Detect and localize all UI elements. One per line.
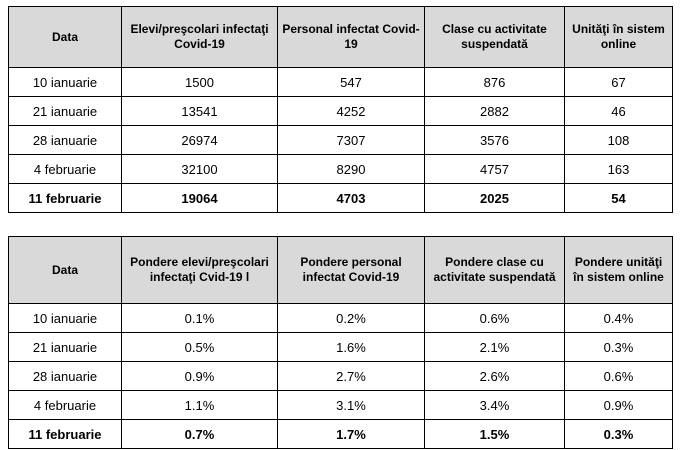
table-row-latest: 11 februarie 0.7% 1.7% 1.5% 0.3% (8, 419, 673, 449)
cell-staff: 2.7% (277, 361, 425, 391)
header-students-infected: Elevi/preşcolari infectaţi Covid-19 (121, 6, 278, 68)
cell-students: 0.5% (121, 332, 278, 362)
header-classes-suspended: Clase cu activitate suspendată (424, 6, 565, 68)
cell-date: 28 ianuarie (8, 125, 122, 155)
cell-date: 4 februarie (8, 390, 122, 420)
table-row: 21 ianuarie 13541 4252 2882 46 (8, 96, 673, 126)
cell-staff: 7307 (277, 125, 425, 155)
header-staff-share: Pondere personal infectat Covid-19 (277, 236, 425, 304)
header-date: Data (8, 236, 122, 304)
cell-staff: 547 (277, 67, 425, 97)
cell-units: 0.9% (564, 390, 673, 420)
cell-students: 26974 (121, 125, 278, 155)
cell-units: 67 (564, 67, 673, 97)
cell-staff: 4703 (277, 183, 425, 213)
cell-date: 21 ianuarie (8, 332, 122, 362)
table-header-row: Data Elevi/preşcolari infectaţi Covid-19… (8, 6, 673, 68)
cell-date: 11 februarie (8, 419, 122, 449)
cell-classes: 4757 (424, 154, 565, 184)
percentages-table: Data Pondere elevi/preşcolari infectaţi … (8, 236, 673, 449)
header-units-online: Unităţi în sistem online (564, 6, 673, 68)
cell-units: 163 (564, 154, 673, 184)
table-row: 4 februarie 32100 8290 4757 163 (8, 154, 673, 184)
table-header-row: Data Pondere elevi/preşcolari infectaţi … (8, 236, 673, 304)
cell-classes: 3576 (424, 125, 565, 155)
cell-students: 1500 (121, 67, 278, 97)
cell-classes: 0.6% (424, 303, 565, 333)
infections-table: Data Elevi/preşcolari infectaţi Covid-19… (8, 6, 673, 213)
table-row: 28 ianuarie 0.9% 2.7% 2.6% 0.6% (8, 361, 673, 391)
table-row: 10 ianuarie 0.1% 0.2% 0.6% 0.4% (8, 303, 673, 333)
cell-students: 19064 (121, 183, 278, 213)
cell-units: 0.6% (564, 361, 673, 391)
cell-students: 13541 (121, 96, 278, 126)
cell-units: 0.3% (564, 332, 673, 362)
cell-students: 32100 (121, 154, 278, 184)
cell-date: 10 ianuarie (8, 303, 122, 333)
cell-classes: 2025 (424, 183, 565, 213)
header-staff-infected: Personal infectat Covid-19 (277, 6, 425, 68)
cell-students: 0.7% (121, 419, 278, 449)
cell-units: 54 (564, 183, 673, 213)
cell-date: 4 februarie (8, 154, 122, 184)
cell-units: 0.4% (564, 303, 673, 333)
cell-classes: 876 (424, 67, 565, 97)
cell-staff: 8290 (277, 154, 425, 184)
table-row: 10 ianuarie 1500 547 876 67 (8, 67, 673, 97)
table-row: 28 ianuarie 26974 7307 3576 108 (8, 125, 673, 155)
header-classes-share: Pondere clase cu activitate suspendată (424, 236, 565, 304)
cell-staff: 3.1% (277, 390, 425, 420)
cell-staff: 4252 (277, 96, 425, 126)
cell-students: 0.9% (121, 361, 278, 391)
cell-date: 11 februarie (8, 183, 122, 213)
header-units-share: Pondere unităţi în sistem online (564, 236, 673, 304)
cell-classes: 2882 (424, 96, 565, 126)
cell-students: 0.1% (121, 303, 278, 333)
cell-classes: 2.6% (424, 361, 565, 391)
cell-staff: 0.2% (277, 303, 425, 333)
table-row: 4 februarie 1.1% 3.1% 3.4% 0.9% (8, 390, 673, 420)
cell-students: 1.1% (121, 390, 278, 420)
table-row-latest: 11 februarie 19064 4703 2025 54 (8, 183, 673, 213)
cell-units: 46 (564, 96, 673, 126)
cell-units: 0.3% (564, 419, 673, 449)
header-students-share: Pondere elevi/preşcolari infectaţi Cvid-… (121, 236, 278, 304)
table-row: 21 ianuarie 0.5% 1.6% 2.1% 0.3% (8, 332, 673, 362)
cell-date: 28 ianuarie (8, 361, 122, 391)
cell-staff: 1.6% (277, 332, 425, 362)
cell-date: 10 ianuarie (8, 67, 122, 97)
cell-units: 108 (564, 125, 673, 155)
cell-date: 21 ianuarie (8, 96, 122, 126)
header-date: Data (8, 6, 122, 68)
cell-classes: 3.4% (424, 390, 565, 420)
cell-classes: 1.5% (424, 419, 565, 449)
cell-classes: 2.1% (424, 332, 565, 362)
cell-staff: 1.7% (277, 419, 425, 449)
